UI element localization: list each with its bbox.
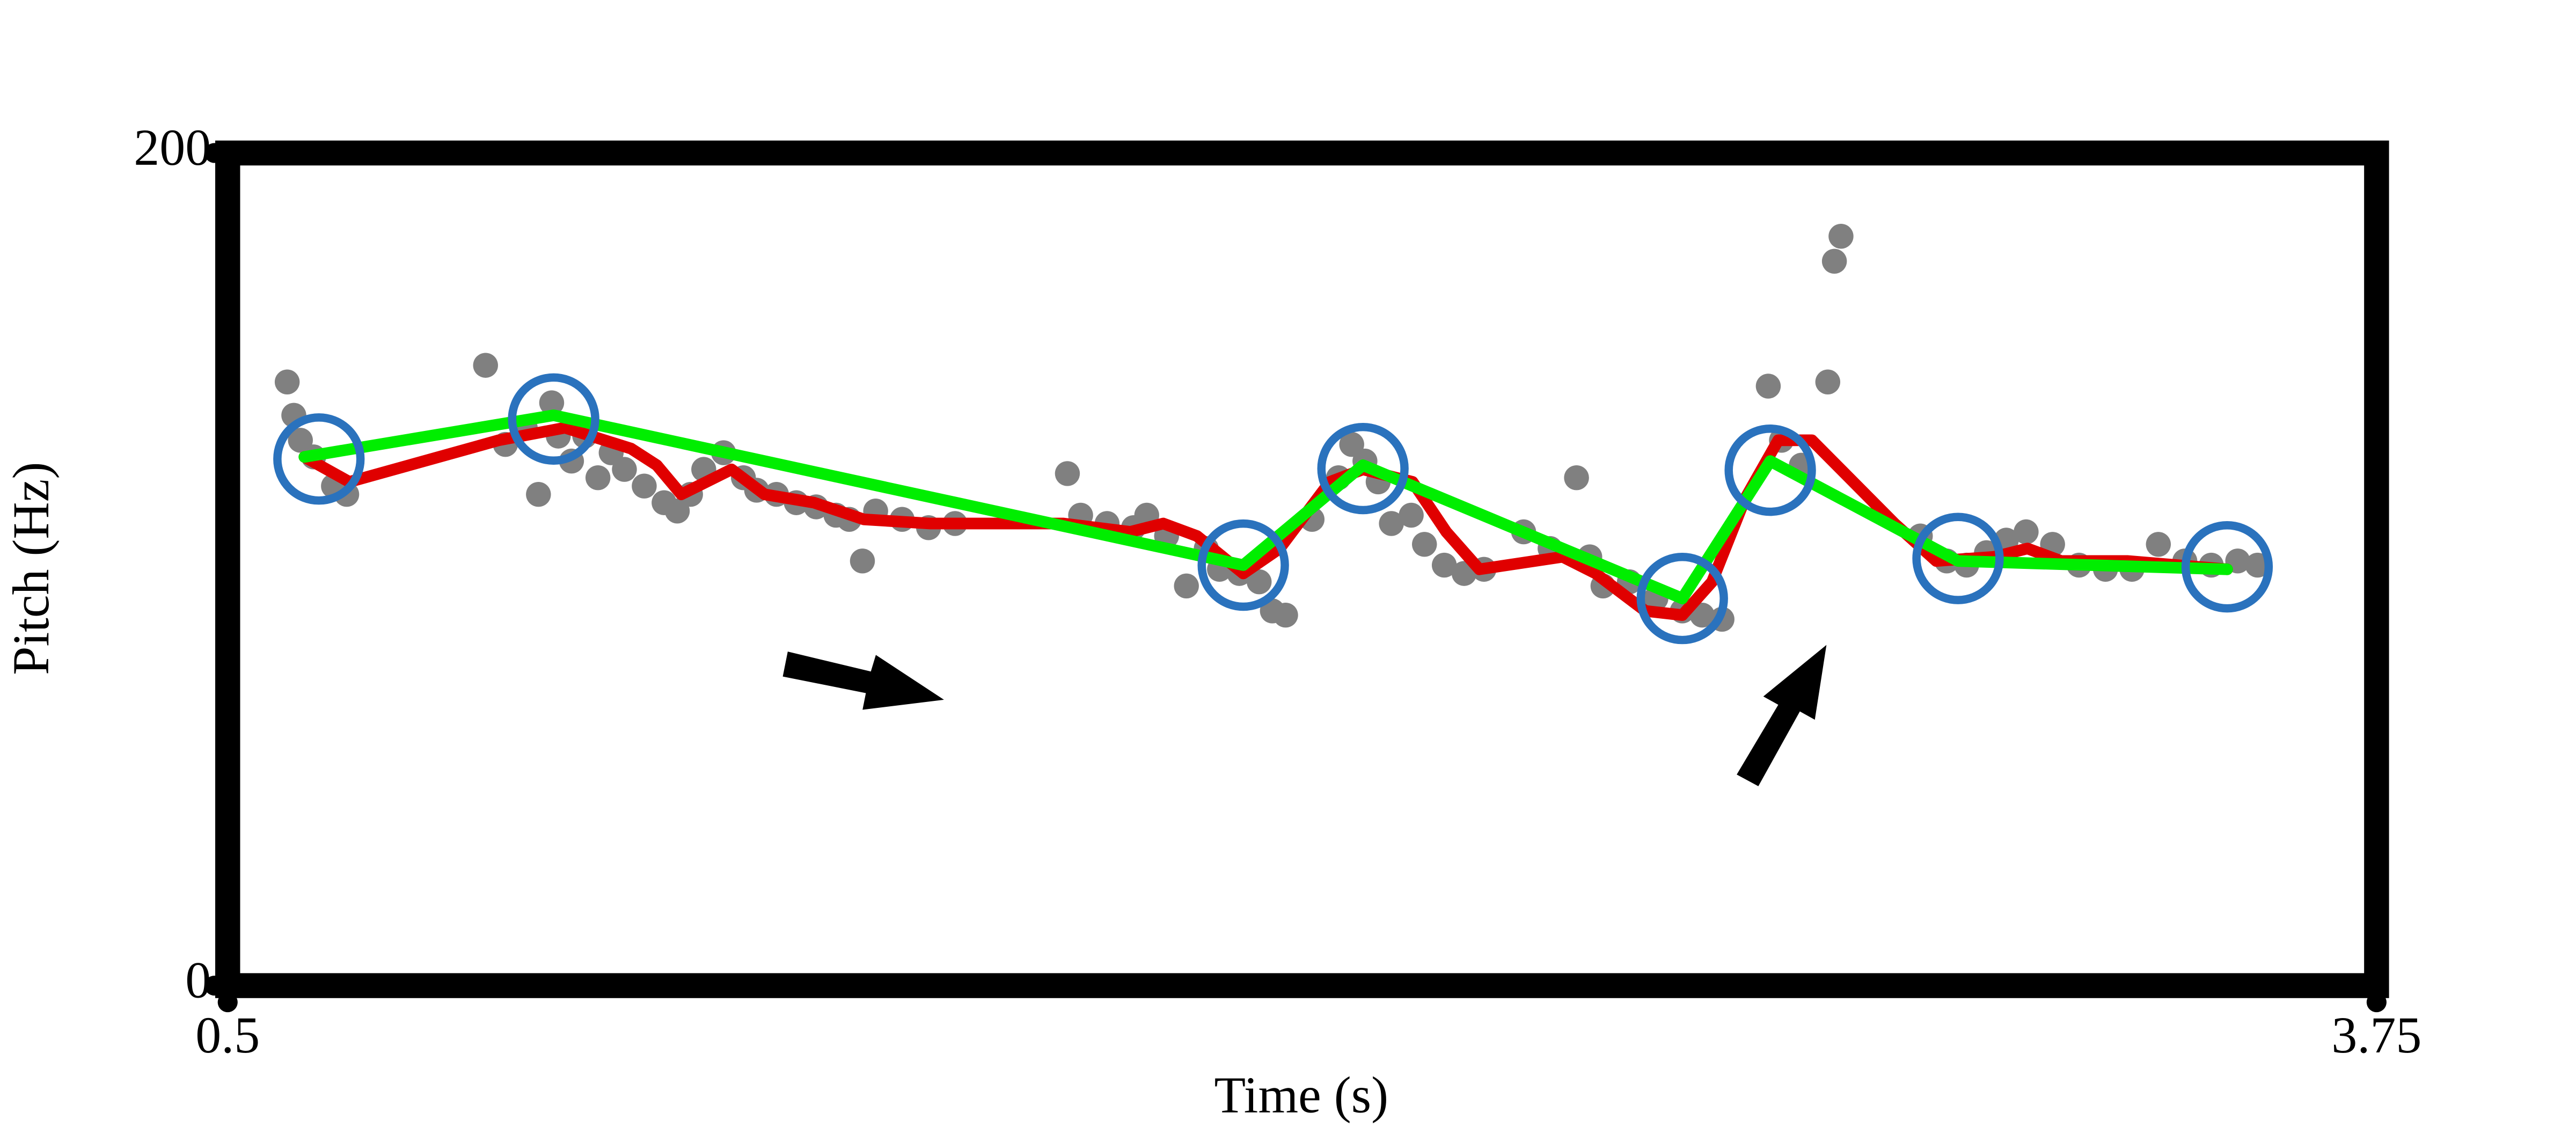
pitch-point: [1273, 602, 1298, 628]
pitch-point: [1821, 248, 1847, 274]
x-tick: [217, 992, 238, 1013]
pitch-point: [274, 369, 300, 394]
x-tick: [2366, 992, 2387, 1013]
x-tick-label: 3.75: [2331, 1006, 2421, 1064]
pitch-point: [1564, 465, 1589, 491]
knot-marker: [273, 413, 365, 505]
pitch-point: [1174, 573, 1199, 599]
knot-marker: [1912, 513, 2004, 604]
x-tick-label: 0.5: [195, 1006, 260, 1064]
pitch-point: [1828, 224, 1854, 249]
pitch-point: [1399, 502, 1424, 528]
y-tick: [204, 143, 225, 163]
pitch-point: [1339, 431, 1364, 457]
y-tick: [204, 976, 225, 996]
plot-area: [273, 224, 2273, 645]
stylized-line: [298, 409, 2233, 604]
x-axis-label: Time (s): [1214, 1066, 1389, 1123]
pitch-point: [539, 390, 565, 415]
pitch-point: [1055, 461, 1080, 486]
pitch-point: [1689, 602, 1715, 628]
pitch-point: [1815, 369, 1841, 394]
pitch-point: [850, 548, 875, 574]
pitch-point: [526, 481, 551, 507]
pitch-point: [1379, 511, 1404, 536]
knot-marker: [1197, 519, 1289, 611]
pitch-point: [2146, 532, 2171, 557]
pitch-point: [632, 473, 657, 499]
y-tick-label: 200: [134, 119, 211, 176]
pitch-point: [2014, 519, 2039, 545]
pitch-point: [1431, 552, 1457, 578]
knot-marker: [508, 373, 599, 465]
pitch-point: [612, 457, 637, 482]
knot-marker: [1724, 425, 1816, 516]
y-axis-label: Pitch (Hz): [2, 462, 60, 675]
pitch-point: [585, 465, 611, 491]
pitch-point: [1755, 374, 1781, 399]
knot-marker: [1317, 422, 1409, 515]
knot-marker: [2181, 521, 2273, 613]
pitch-point: [664, 499, 690, 524]
pitch-point: [1412, 532, 1437, 557]
pitch-point: [473, 353, 498, 378]
pitch-point: [1247, 569, 1272, 595]
arrow: [1737, 645, 1827, 786]
knot-marker: [1636, 552, 1728, 645]
y-tick-label: 0: [185, 952, 211, 1009]
pitch-point: [288, 428, 313, 453]
axes-frame: [215, 140, 2389, 998]
arrow: [782, 652, 944, 710]
